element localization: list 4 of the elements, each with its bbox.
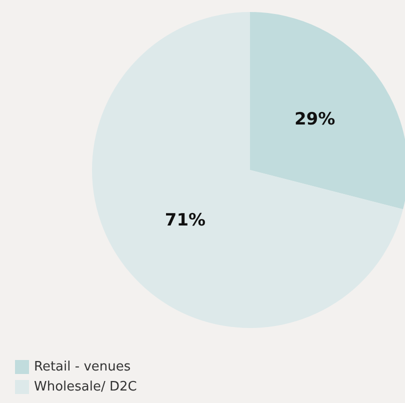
legend-label: Retail - venues: [34, 360, 131, 374]
data-label: 71%: [164, 210, 206, 230]
data-label: 29%: [294, 110, 336, 130]
legend-label: Wholesale/ D2C: [34, 380, 137, 394]
